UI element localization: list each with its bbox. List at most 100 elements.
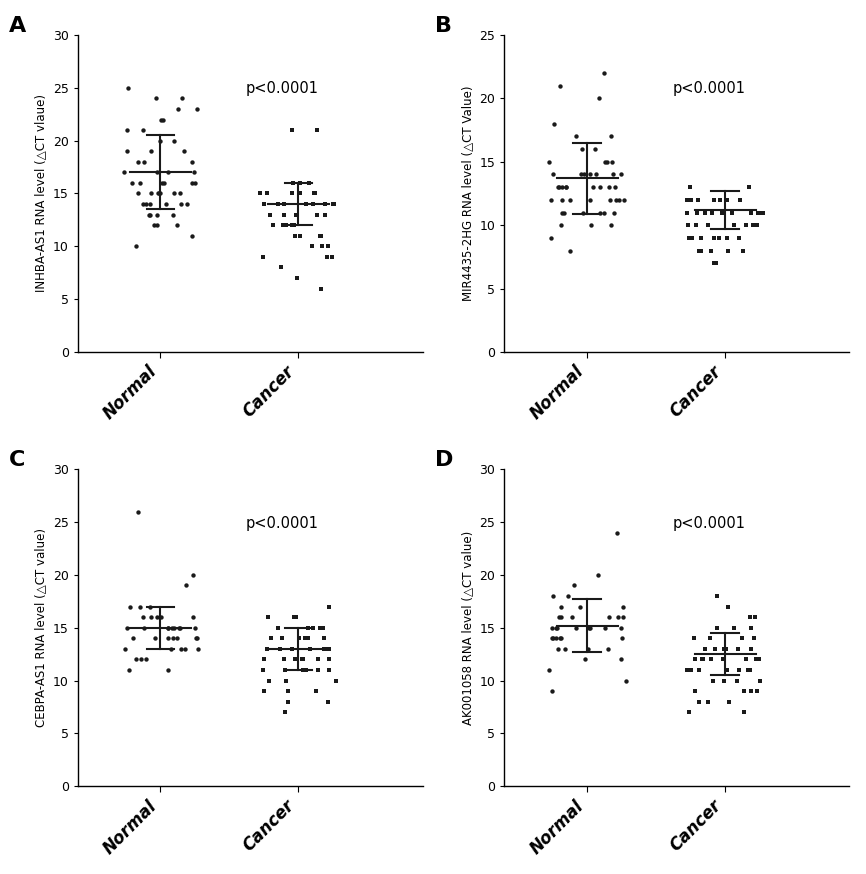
Point: [542, 155, 556, 169]
Point: [299, 663, 313, 677]
Point: [748, 652, 762, 666]
Point: [153, 113, 167, 127]
Point: [158, 176, 171, 190]
Point: [320, 695, 334, 709]
Point: [311, 652, 325, 666]
Point: [734, 193, 747, 207]
Point: [715, 205, 729, 219]
Point: [159, 197, 173, 211]
Point: [586, 180, 600, 194]
Point: [322, 600, 336, 614]
Point: [263, 208, 277, 222]
Point: [557, 205, 571, 219]
Point: [326, 197, 339, 211]
Point: [301, 621, 315, 635]
Point: [188, 621, 202, 635]
Point: [549, 631, 563, 645]
Point: [737, 705, 751, 719]
Point: [592, 180, 606, 194]
Point: [578, 652, 591, 666]
Point: [118, 642, 132, 656]
Point: [294, 176, 307, 190]
Point: [302, 176, 316, 190]
Point: [730, 674, 744, 688]
Point: [591, 568, 605, 582]
Point: [316, 621, 330, 635]
Point: [277, 208, 291, 222]
Point: [271, 197, 285, 211]
Point: [162, 621, 176, 635]
Point: [278, 663, 292, 677]
Point: [129, 239, 143, 253]
Point: [136, 610, 150, 624]
Point: [708, 642, 722, 656]
Point: [322, 663, 336, 677]
Point: [260, 186, 274, 200]
Point: [314, 281, 328, 295]
Point: [255, 663, 269, 677]
Point: [688, 652, 701, 666]
Point: [257, 652, 271, 666]
Point: [157, 113, 171, 127]
Point: [306, 621, 320, 635]
Point: [593, 205, 607, 219]
Point: [604, 218, 618, 232]
Point: [186, 610, 200, 624]
Point: [275, 631, 289, 645]
Point: [722, 695, 736, 709]
Point: [272, 621, 286, 635]
Point: [682, 705, 695, 719]
Point: [569, 621, 583, 635]
Point: [288, 208, 302, 222]
Point: [136, 197, 150, 211]
Point: [155, 176, 169, 190]
Point: [126, 631, 140, 645]
Point: [329, 674, 343, 688]
Point: [702, 631, 716, 645]
Point: [143, 197, 157, 211]
Point: [691, 193, 705, 207]
Point: [559, 642, 572, 656]
Point: [611, 525, 624, 539]
Point: [731, 642, 745, 656]
Point: [747, 218, 761, 232]
Point: [266, 218, 280, 232]
Point: [615, 631, 629, 645]
Point: [551, 642, 565, 656]
Point: [147, 218, 161, 232]
Point: [191, 102, 204, 116]
Point: [164, 642, 178, 656]
Y-axis label: MIR4435-2HG RNA level (△CT Value): MIR4435-2HG RNA level (△CT Value): [461, 86, 474, 302]
Point: [552, 180, 565, 194]
Point: [740, 218, 753, 232]
Point: [148, 631, 162, 645]
Point: [719, 642, 733, 656]
Point: [322, 652, 336, 666]
Point: [288, 610, 302, 624]
Point: [696, 652, 710, 666]
Point: [598, 155, 611, 169]
Point: [294, 186, 307, 200]
Point: [285, 186, 299, 200]
Point: [262, 674, 275, 688]
Point: [322, 642, 336, 656]
Point: [750, 218, 764, 232]
Point: [145, 610, 158, 624]
Point: [745, 684, 759, 698]
Point: [687, 631, 701, 645]
Point: [605, 168, 619, 182]
Point: [574, 168, 588, 182]
Point: [735, 631, 749, 645]
Point: [129, 652, 143, 666]
Point: [153, 134, 167, 148]
Point: [563, 193, 577, 207]
Point: [309, 684, 323, 698]
Point: [744, 663, 758, 677]
Point: [174, 197, 188, 211]
Point: [281, 695, 294, 709]
Point: [685, 231, 699, 245]
Point: [318, 208, 332, 222]
Point: [307, 186, 321, 200]
Point: [683, 663, 697, 677]
Point: [326, 197, 340, 211]
